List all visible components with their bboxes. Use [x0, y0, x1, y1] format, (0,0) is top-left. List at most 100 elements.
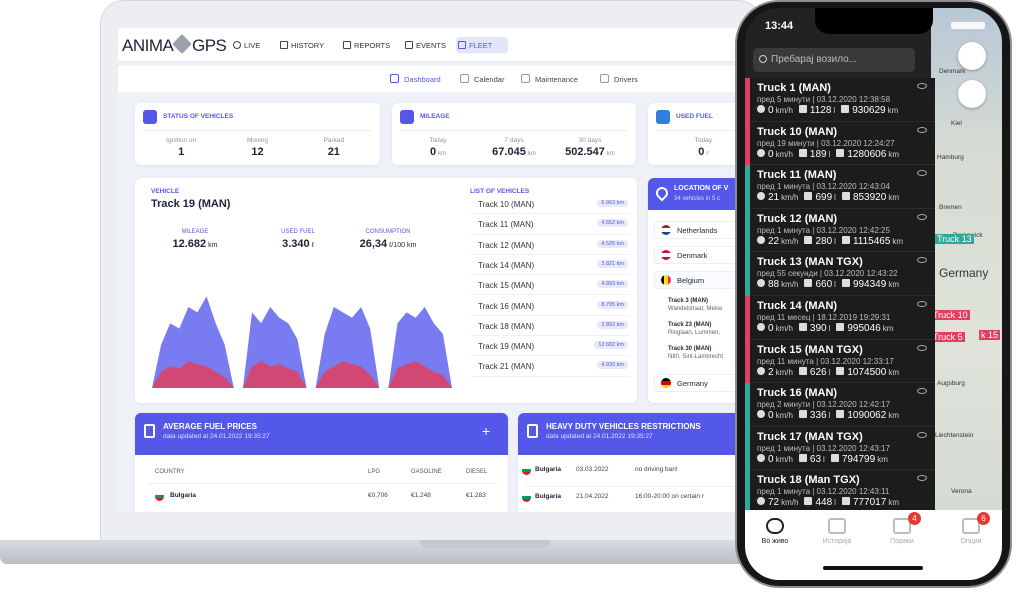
vehicle-item[interactable]: Truck 17 (MAN TGX) пред 1 минута | 03.12.… [745, 426, 935, 471]
vehicle-item[interactable]: Truck 13 (MAN TGX) пред 55 секунди | 03.1… [745, 252, 935, 296]
map: DenmarkKielHamburgBremenBrunswickGermany… [931, 8, 1002, 580]
vehicle-row[interactable]: Track 15 (MAN) 4.893 km [470, 275, 630, 296]
vehicle-row[interactable]: Track 12 (MAN) 4.525 km [470, 235, 630, 255]
country-row[interactable]: Germany [654, 374, 738, 392]
vehicle-item[interactable]: Truck 14 (MAN) пред 11 месец | 18.12.2019… [745, 296, 935, 340]
subnav-icon [521, 74, 530, 83]
map-button[interactable] [958, 42, 986, 70]
map-marker[interactable]: k 15 [979, 330, 1001, 340]
tab[interactable]: Пораки 4 [872, 510, 932, 560]
country-row[interactable]: Denmark [654, 246, 738, 264]
stat-icon [841, 497, 850, 506]
nav-active-bg [456, 37, 508, 53]
map-label: Verona [951, 488, 972, 495]
vehicle-item[interactable]: Truck 1 (MAN) пред 5 минути | 03.12.2020 … [745, 78, 935, 122]
vehicle-item[interactable]: Truck 11 (MAN) пред 1 минута | 03.12.2020… [745, 165, 935, 209]
tab[interactable]: Историја [807, 510, 867, 560]
vehicle-updated: пред 11 месец | 18.12.2019 19:29:31 [757, 313, 891, 322]
stat-icon [757, 235, 765, 244]
nav-item[interactable]: LIVE [244, 41, 261, 50]
stat-value: 1090062 [847, 410, 887, 422]
search-box[interactable]: Пребарај возило... [753, 48, 915, 72]
map-label: Denmark [939, 68, 966, 75]
subnav-item[interactable]: Dashboard [404, 75, 441, 84]
tab-icon [893, 518, 911, 534]
eye-icon [917, 388, 927, 395]
map-marker[interactable]: Truck 13 [935, 234, 974, 244]
metric-unit: ℓ/100 km [389, 242, 417, 249]
stat-value: 626 [809, 366, 827, 378]
flag-stripe [661, 378, 671, 382]
tab-label: Во живо [761, 538, 789, 545]
country-row[interactable]: Belgium [654, 271, 738, 289]
map-marker[interactable]: Truck 5 [931, 332, 965, 342]
stat-value: 0 [768, 105, 774, 116]
top-nav: ANIMA GPS LIVE HISTORY REPORTS EVENTS FLEET [118, 28, 738, 62]
flag-stripe [661, 381, 671, 385]
tab[interactable]: Опции 6 [941, 510, 1001, 560]
stat-unit: km/h [775, 106, 793, 115]
metric-value: 3.340 ℓ [238, 238, 358, 250]
vehicle-name: Track 19 (MAN) [151, 198, 231, 210]
metric-number: 26,34 [359, 238, 388, 250]
vehicle-row[interactable]: Track 10 (MAN) 5.963 km [470, 200, 630, 215]
country-row[interactable]: Netherlands [654, 221, 738, 239]
flag-stripe [155, 495, 164, 498]
nav-item[interactable]: REPORTS [354, 41, 391, 50]
metric-value: 26,34 ℓ/100 km [328, 238, 448, 250]
stat-value: 660 [815, 279, 833, 291]
stat-icon [798, 148, 807, 157]
vehicle-stats: 21 km/h 699 l 853920 km [757, 192, 899, 203]
stat-value: 12 [219, 146, 295, 158]
add-button[interactable]: + [482, 423, 491, 439]
status-bar [745, 165, 750, 209]
stat-icon [757, 323, 765, 331]
vehicle-item[interactable]: Truck 12 (MAN) пред 1 минута | 03.12.2020… [745, 208, 935, 253]
stat-value: 777017 [852, 497, 887, 509]
search-icon [759, 55, 767, 63]
stat-unit: l [828, 367, 831, 377]
vehicle-row[interactable]: Track 21 (MAN) 4.930 km [470, 356, 630, 377]
nav-item[interactable]: EVENTS [416, 41, 447, 50]
stat-unit: km/h [781, 498, 799, 508]
subnav-item[interactable]: Maintenance [535, 75, 578, 84]
country-name: Belgium [677, 276, 705, 285]
fuel-prices-panel: AVERAGE FUEL PRICES data updated at 24.01… [135, 413, 508, 512]
subnav-icon [600, 74, 609, 83]
nav-item[interactable]: FLEET [469, 41, 493, 50]
flag-stripe [661, 228, 671, 232]
vehicle-row[interactable]: Track 18 (MAN) 2.892 km [470, 316, 630, 337]
flag-stripe [661, 250, 671, 254]
stat-number: 12 [251, 146, 264, 158]
panel-icon [144, 424, 155, 438]
stat-icon [841, 235, 850, 244]
tab[interactable]: Во живо [745, 510, 805, 560]
vehicle-row-name: Track 21 (MAN) [478, 362, 535, 372]
vehicle-row[interactable]: Track 19 (MAN) 12.682 km [470, 336, 630, 357]
restrictions-panel: HEAVY DUTY VEHICLES RESTRICTIONS data upd… [518, 413, 738, 512]
nav-item[interactable]: HISTORY [291, 41, 325, 50]
stat-unit: km/h [781, 280, 799, 290]
stat-value: 21 [296, 146, 372, 158]
map-button[interactable] [958, 80, 986, 108]
subnav-item[interactable]: Drivers [614, 75, 638, 84]
vehicle-item[interactable]: Truck 15 (MAN TGX) пред 11 минута | 03.12… [745, 339, 935, 384]
vehicle-row-name: Track 16 (MAN) [478, 301, 535, 311]
map-label: Kiel [951, 120, 962, 127]
vehicle-item[interactable]: Truck 10 (MAN) пред 19 минути | 03.12.202… [745, 121, 935, 166]
subnav-item[interactable]: Calendar [474, 75, 505, 84]
status-bar [745, 426, 750, 471]
vehicle-row[interactable]: Track 16 (MAN) 8.795 km [470, 296, 630, 316]
metric-number: 12.682 [172, 238, 207, 250]
vehicle-row[interactable]: Track 14 (MAN) 3.821 km [470, 255, 630, 276]
map-marker[interactable]: Truck 10 [931, 310, 970, 320]
stat-value: 72 [768, 497, 780, 509]
km-badge: 8.795 km [597, 300, 628, 309]
vehicle-item[interactable]: Truck 18 (Man TGX) пред 1 минута | 03.12.… [745, 470, 935, 510]
vehicle-row[interactable]: Track 11 (MAN) 4.552 km [470, 214, 630, 235]
panel-icon [527, 424, 538, 438]
status-bar [745, 383, 750, 427]
vehicle-panel: VEHICLE Track 19 (MAN) MILEAGE 12.682 km USED… [135, 178, 637, 403]
vehicle-item[interactable]: Truck 16 (MAN) пред 2 минути | 03.12.2020… [745, 383, 935, 427]
